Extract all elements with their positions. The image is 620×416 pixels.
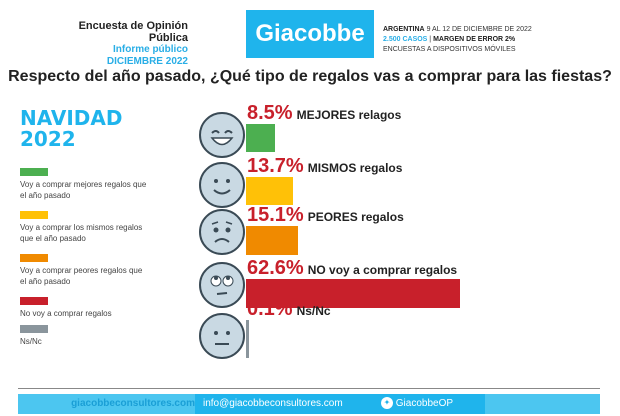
neutral-face-icon [198,312,246,360]
twitter-handle: GiacobbeOP [395,398,454,409]
data-label: 15.1% PEORES regalos [247,204,404,227]
bar [246,320,249,358]
dates: 9 AL 12 DE DICIEMBRE DE 2022 [424,26,532,33]
twitter-link[interactable]: ✦ GiacobbeOP [375,394,485,414]
category-label: MISMOS regalos [307,161,403,175]
email-link[interactable]: info@giacobbeconsultores.com [195,394,385,414]
smiling-face-icon [198,161,246,209]
value-label: 8.5% [247,102,293,124]
legend-swatch [20,211,48,219]
legend-label: Voy a comprar los mismos regalos que el … [20,223,143,243]
survey-title: Encuesta de Opinión Pública [78,20,188,44]
legend-item: Ns/Nc [20,325,150,347]
twitter-icon: ✦ [381,397,393,410]
country: ARGENTINA [383,26,425,33]
separator: | [427,36,434,43]
method: ENCUESTAS A DISPOSITIVOS MÓVILES [383,46,516,53]
value-label: 13.7% [247,155,304,177]
legend-label: Ns/Nc [20,337,42,346]
footer: giacobbeconsultores.com info@giacobbecon… [18,394,600,414]
legend-swatch [20,168,48,176]
bar [246,279,461,308]
cases: 2.500 CASOS [383,36,428,43]
eyes-rolling-face-icon [198,261,246,309]
legend-item: Voy a comprar peores regalos que el año … [20,254,150,287]
data-label: 13.7% MISMOS regalos [247,155,402,178]
bar [246,177,293,205]
bar [246,226,298,255]
legend-item: No voy a comprar regalos [20,297,150,319]
legend-label: No voy a comprar regalos [20,309,112,318]
legend-item: Voy a comprar mejores regalos que el año… [20,168,150,201]
legend-swatch [20,325,48,333]
legend-label: Voy a comprar peores regalos que el año … [20,266,143,286]
website-link[interactable]: giacobbeconsultores.com [71,398,195,409]
chart-title: Respecto del año pasado, ¿Qué tipo de re… [8,68,612,85]
report-month: DICIEMBRE 2022 [106,56,188,67]
worried-face-icon [198,208,246,256]
footer-divider [18,388,600,389]
value-label: 15.1% [247,204,304,226]
data-label: 62.6% NO voy a comprar regalos [247,257,457,280]
category-label: Ns/Nc [296,304,331,318]
legend-item: Voy a comprar los mismos regalos que el … [20,211,150,244]
category-label: NO voy a comprar regalos [307,263,458,277]
legend-title: NAVIDAD 2022 [20,108,122,150]
data-label: 8.5% MEJORES relagos [247,102,401,125]
category-label: PEORES regalos [307,210,404,224]
legend-title-1: NAVIDAD [20,106,123,130]
legend-swatch [20,297,48,305]
bar [246,124,276,152]
legend-label: Voy a comprar mejores regalos que el año… [20,180,147,200]
data-label: 0.1% Ns/Nc [247,298,331,321]
header-right: ARGENTINA 9 AL 12 DE DICIEMBRE DE 2022 2… [383,25,532,55]
grinning-face-icon [198,111,246,159]
category-label: MEJORES relagos [296,108,402,122]
margin: MARGEN DE ERROR 2% [433,36,516,43]
legend-title-2: 2022 [20,127,76,151]
logo: Giacobbe [246,10,374,58]
legend-swatch [20,254,48,262]
header-left: Encuesta de Opinión Pública Informe públ… [60,20,188,68]
value-label: 0.1% [247,298,293,320]
report-type: Informe público [113,44,188,55]
value-label: 62.6% [247,257,304,279]
